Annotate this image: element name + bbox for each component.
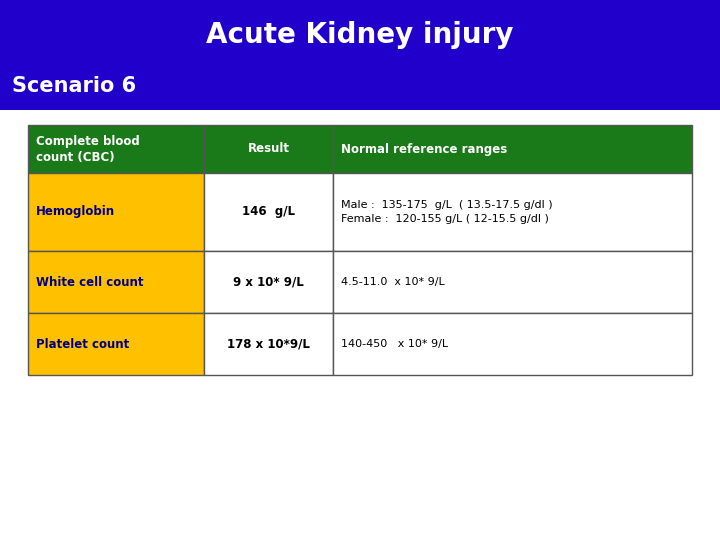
Bar — [204, 251, 333, 313]
Text: Complete blood
count (CBC): Complete blood count (CBC) — [36, 134, 140, 164]
Text: 4.5-11.0  x 10* 9/L: 4.5-11.0 x 10* 9/L — [341, 277, 445, 287]
Bar — [28, 313, 204, 375]
Bar — [204, 125, 333, 173]
Text: White cell count: White cell count — [36, 275, 143, 288]
Text: Result: Result — [248, 143, 289, 156]
Text: Normal reference ranges: Normal reference ranges — [341, 143, 508, 156]
Text: Platelet count: Platelet count — [36, 338, 130, 350]
Text: Scenario 6: Scenario 6 — [12, 76, 136, 96]
Bar — [333, 173, 692, 251]
Bar — [0, 0, 720, 110]
Bar — [28, 125, 204, 173]
Text: Hemoglobin: Hemoglobin — [36, 206, 115, 219]
Text: Male :  135-175  g/L  ( 13.5-17.5 g/dl )
Female :  120-155 g/L ( 12-15.5 g/dl ): Male : 135-175 g/L ( 13.5-17.5 g/dl ) Fe… — [341, 200, 553, 224]
Bar — [204, 313, 333, 375]
Text: 140-450   x 10* 9/L: 140-450 x 10* 9/L — [341, 339, 449, 349]
Text: 178 x 10*9/L: 178 x 10*9/L — [228, 338, 310, 350]
Text: Acute Kidney injury: Acute Kidney injury — [206, 21, 514, 49]
Bar — [28, 251, 204, 313]
Bar — [204, 173, 333, 251]
Bar — [333, 313, 692, 375]
Bar — [333, 251, 692, 313]
Bar — [333, 125, 692, 173]
Text: 9 x 10* 9/L: 9 x 10* 9/L — [233, 275, 304, 288]
Bar — [28, 173, 204, 251]
Text: 146  g/L: 146 g/L — [242, 206, 295, 219]
